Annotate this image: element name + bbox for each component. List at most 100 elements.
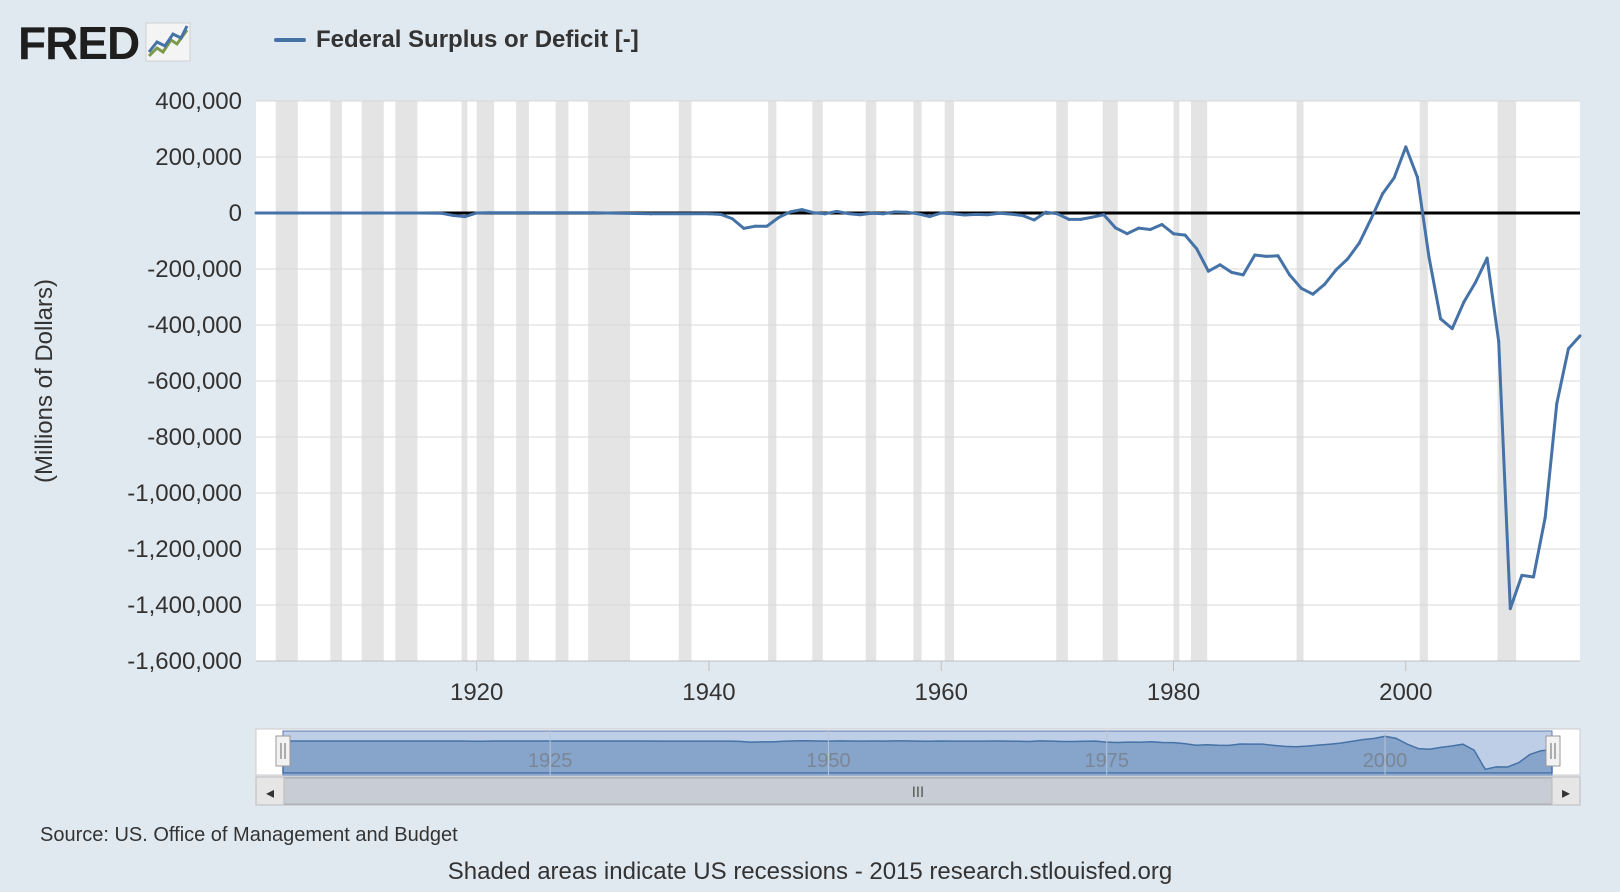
data-point [904,210,908,214]
data-point [893,210,897,214]
data-point [1543,515,1547,519]
data-point [1183,233,1187,237]
series-points [254,145,1582,611]
data-point [811,211,815,215]
x-tick-label: 1980 [1147,679,1200,706]
data-point [1206,269,1210,273]
logo-text: FRED [18,17,140,69]
x-axis: 1920 1940 1960 1980 2000 [450,661,1432,706]
data-point [1032,218,1036,222]
navigator-axis: 1925 1950 1975 2000 [528,731,1407,775]
data-point [1021,214,1025,218]
y-tick-label: -1,000,000 [127,480,242,507]
data-point [417,211,421,215]
data-point [1520,573,1524,577]
data-point [1264,254,1268,258]
data-point [591,211,595,215]
navigator-background [255,728,1581,776]
recession-footer-note: Shaded areas indicate US recessions - 20… [447,858,1173,885]
data-point [1148,228,1152,232]
data-point [1276,254,1280,258]
data-point [475,211,479,215]
data-point [835,209,839,213]
scrollbar-grip: III [912,785,924,801]
data-point [870,211,874,215]
data-point [463,215,467,219]
source-note: Source: US. Office of Management and Bud… [40,824,458,846]
navigator-range[interactable] [282,730,1553,776]
data-point [1392,176,1396,180]
navigator-handle-right[interactable] [1545,735,1561,767]
y-axis-label: (Millions of Dollars) [31,279,58,483]
navigator-tick-label: 1975 [1084,750,1129,772]
data-point [765,224,769,228]
fred-logo[interactable]: FRED [18,18,191,66]
navigator-tick-label: 1925 [528,750,573,772]
data-point [1055,212,1059,216]
data-point [753,224,757,228]
data-point [1404,145,1408,149]
data-point [1253,253,1257,257]
data-point [1357,241,1361,245]
y-tick-label: -1,600,000 [127,648,242,675]
data-point [1311,292,1315,296]
scroll-left-arrow-icon: ◂ [266,783,274,802]
data-point [1485,256,1489,260]
data-point [997,211,1001,215]
data-point [1473,280,1477,284]
data-point [359,211,363,215]
data-point [1415,175,1419,179]
y-tick-label: -600,000 [147,368,242,395]
data-point [788,210,792,214]
y-tick-label: -200,000 [147,256,242,283]
navigator-handle-left[interactable] [275,735,291,767]
x-tick-label: 1960 [915,679,968,706]
data-point [1427,255,1431,259]
data-point [962,213,966,217]
x-tick-label: 2000 [1379,679,1432,706]
data-point [451,214,455,218]
data-point [1172,232,1176,236]
navigator-tick-label: 1950 [806,750,851,772]
data-point [1578,334,1582,338]
data-point [916,212,920,216]
navigator-tick-label: 2000 [1363,750,1408,772]
data-point [1218,263,1222,267]
data-point [1532,575,1536,579]
y-tick-label: 400,000 [155,88,242,115]
data-point [1195,247,1199,251]
data-point [1508,607,1512,611]
data-point [533,211,537,215]
data-point [974,212,978,216]
navigator-series-area [282,735,1553,774]
data-point [1566,347,1570,351]
data-point [1462,300,1466,304]
scroll-left-button[interactable] [255,776,285,806]
legend[interactable]: Federal Surplus or Deficit [-] [274,26,639,54]
data-point [846,212,850,216]
scroll-right-button[interactable] [1551,776,1581,806]
data-point [1288,273,1292,277]
data-point [1346,257,1350,261]
y-tick-label: -1,400,000 [127,592,242,619]
data-point [486,211,490,215]
legend-swatch [274,38,306,42]
data-point [1381,192,1385,196]
data-point [1299,286,1303,290]
x-tick-label: 1940 [682,679,735,706]
data-point [1160,222,1164,226]
y-tick-label: 200,000 [155,144,242,171]
data-point [1241,273,1245,277]
data-point [777,215,781,219]
data-point [1439,317,1443,321]
data-point [300,211,304,215]
data-point [881,212,885,216]
data-point [1369,217,1373,221]
scrollbar-thumb[interactable] [283,777,1553,805]
data-point [730,217,734,221]
data-point [1009,212,1013,216]
data-point [742,226,746,230]
data-point [800,208,804,212]
data-point [1102,213,1106,217]
data-point [1079,217,1083,221]
